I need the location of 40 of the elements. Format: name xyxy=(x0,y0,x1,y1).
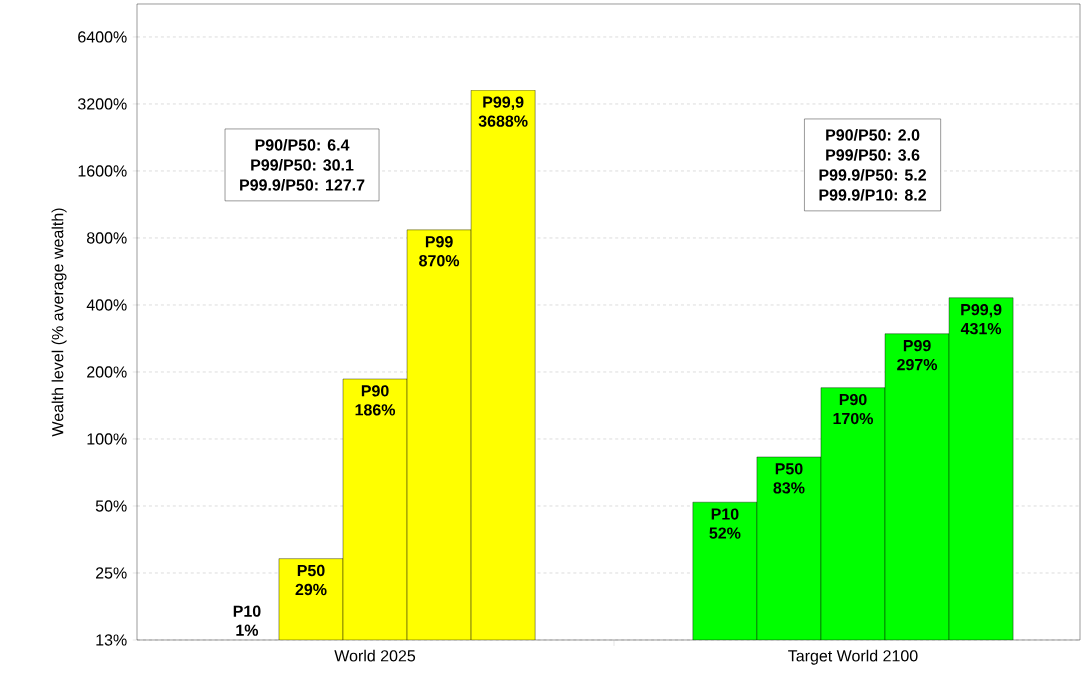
x-tick-label: Target World 2100 xyxy=(788,649,918,665)
y-tick-label: 25% xyxy=(96,567,127,579)
annotation: P99.9/P50: 127.7 xyxy=(240,178,365,191)
text: P90 xyxy=(839,393,867,406)
data-label: 431% xyxy=(960,322,1002,335)
series-label: P10 xyxy=(711,508,739,520)
y-tick-label: 100% xyxy=(87,433,127,445)
y-tick-label: 3200% xyxy=(78,98,127,110)
data-label: 3688% xyxy=(478,115,528,127)
data-label: 297% xyxy=(897,358,938,371)
annotation: P99.9/P50: 5.2 xyxy=(819,168,927,181)
series-label: P99,9 xyxy=(961,303,1002,318)
y-axis-title: Wealth level (% average wealth) xyxy=(51,208,67,437)
y-tick-label: 1600% xyxy=(78,165,127,177)
data-label: 83% xyxy=(773,482,805,494)
y-tick-label: 13% xyxy=(96,634,127,646)
text: 1% xyxy=(236,624,259,636)
annotation: P90/P50: 6.4 xyxy=(255,138,350,151)
y-tick-label: 200% xyxy=(87,366,127,378)
series-label: P99 xyxy=(425,236,453,248)
text: P10 xyxy=(233,605,261,617)
series-label: P90 xyxy=(361,385,389,397)
text: P99 xyxy=(903,339,931,352)
annotation: P99/P50: 30.1 xyxy=(251,158,354,171)
text: P50 xyxy=(297,564,325,577)
annotation: P90/P50: 2.0 xyxy=(826,128,920,141)
data-label: 186% xyxy=(355,404,396,416)
annotation: P99/P50: 3.6 xyxy=(826,148,920,161)
data-label: 52% xyxy=(709,527,741,539)
y-tick-label: 6400% xyxy=(78,31,127,43)
text: P99,9 xyxy=(483,96,524,111)
y-tick-label: 800% xyxy=(87,232,127,244)
series-label: P50 xyxy=(775,463,803,475)
x-tick-label: World 2025 xyxy=(334,649,416,662)
data-label: 29% xyxy=(295,583,327,596)
y-tick-label: 50% xyxy=(95,500,127,512)
data-label: 870% xyxy=(419,255,460,267)
y-tick-label: 400% xyxy=(86,299,127,311)
data-label: 170% xyxy=(833,412,874,425)
annotation: P99.9/P10: 8.2 xyxy=(819,188,927,201)
